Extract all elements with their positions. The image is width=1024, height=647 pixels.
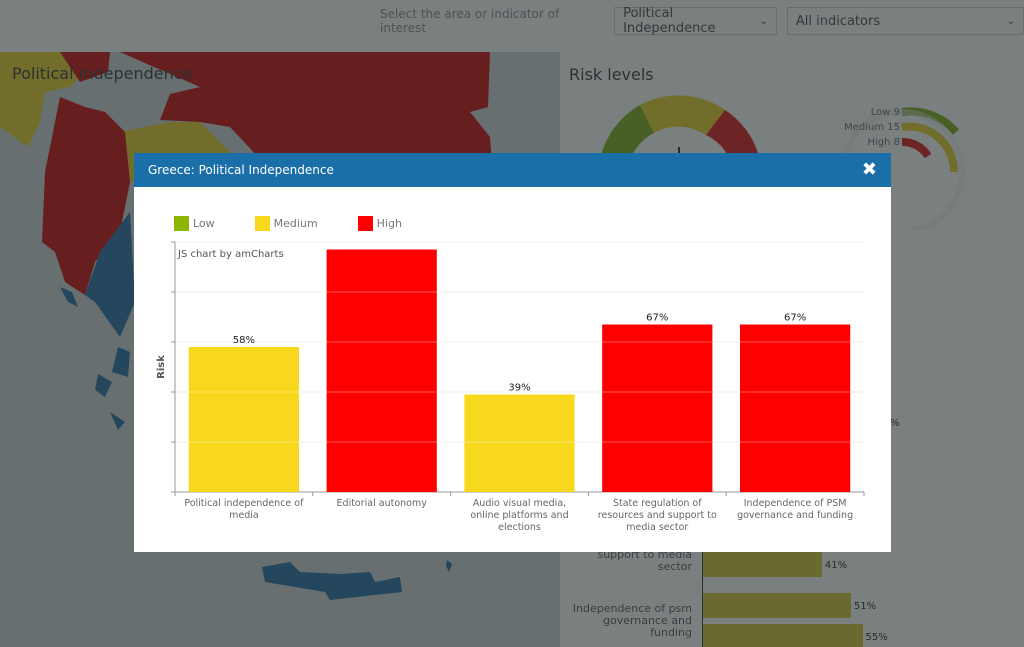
bar-value-label: 58% xyxy=(233,335,255,346)
legend-label: High xyxy=(376,217,402,230)
category-label: Editorial autonomy xyxy=(337,498,428,509)
legend-label: Medium xyxy=(273,217,318,230)
bar-value-label: 39% xyxy=(508,383,530,394)
modal-header: Greece: Political Independence ✖ xyxy=(134,153,891,187)
legend-item-high[interactable]: High xyxy=(357,216,402,231)
bar-value-label: 67% xyxy=(646,313,668,324)
chart-legend: Low Medium High xyxy=(174,216,442,231)
modal-title: Greece: Political Independence xyxy=(148,163,334,177)
category-label: Audio visual media, online platforms and e… xyxy=(470,498,568,533)
bar[interactable] xyxy=(739,324,851,493)
bar[interactable] xyxy=(464,394,575,493)
legend-item-medium[interactable]: Medium xyxy=(254,216,318,231)
risk-bar-chart: JS chart by amCharts Risk 58% Political ind… xyxy=(156,241,865,533)
legend-item-low[interactable]: Low xyxy=(174,216,215,231)
category-label: Political independence of media xyxy=(184,498,304,521)
bar[interactable] xyxy=(188,347,300,492)
legend-swatch xyxy=(357,216,373,231)
close-icon[interactable]: ✖ xyxy=(861,159,877,180)
bar[interactable] xyxy=(326,249,437,493)
category-label: Independence of PSM governance and fundin… xyxy=(737,498,853,521)
bar[interactable] xyxy=(602,324,713,493)
legend-label: Low xyxy=(193,217,215,230)
legend-swatch xyxy=(254,216,270,231)
category-label: State regulation of resources and support… xyxy=(598,498,717,533)
amcharts-credit[interactable]: JS chart by amCharts xyxy=(177,249,284,260)
indicator-modal: Greece: Political Independence ✖ Low Medi… xyxy=(134,153,891,552)
bar-value-label: 67% xyxy=(784,313,806,324)
y-axis-title: Risk xyxy=(156,355,167,379)
legend-swatch xyxy=(174,216,189,231)
